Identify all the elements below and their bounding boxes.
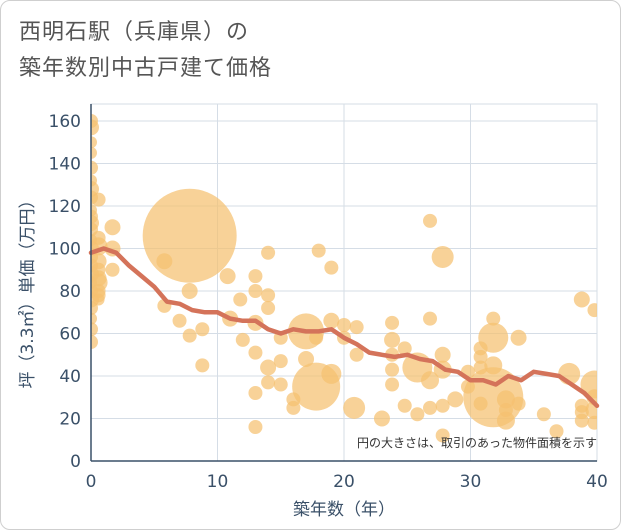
data-point-bubble: [337, 318, 351, 332]
data-point-bubble: [248, 386, 263, 400]
x-tick-label: 40: [586, 472, 608, 492]
data-point-bubble: [105, 262, 120, 277]
data-point-bubble: [410, 407, 425, 422]
data-point-bubble: [587, 303, 597, 318]
x-tick-label: 10: [207, 472, 229, 492]
data-point-bubble: [248, 269, 263, 284]
data-point-bubble: [473, 349, 488, 364]
data-point-bubble: [447, 391, 464, 408]
y-tick-label: 120: [49, 197, 81, 217]
data-point-bubble: [248, 284, 263, 298]
data-point-bubble: [235, 332, 250, 347]
data-point-bubble: [511, 396, 526, 411]
y-tick-label: 60: [59, 325, 81, 345]
data-point-bubble: [91, 322, 98, 337]
title-line-2: 築年数別中古戸建て価格: [19, 56, 273, 81]
data-point-bubble: [587, 415, 597, 430]
data-point-bubble: [385, 315, 400, 330]
data-point-bubble: [248, 345, 263, 360]
data-point-bubble: [435, 398, 450, 413]
data-point-bubble: [397, 398, 412, 413]
x-tick-label: 20: [333, 472, 355, 492]
data-point-bubble: [349, 320, 364, 335]
data-point-bubble: [286, 400, 301, 415]
data-point-bubble: [261, 375, 276, 390]
data-point-bubble: [219, 268, 236, 285]
y-tick-label: 0: [70, 452, 81, 472]
data-point-bubble: [182, 328, 197, 343]
data-point-bubble: [261, 288, 276, 303]
data-point-bubble: [260, 359, 277, 376]
data-point-bubble: [273, 354, 288, 369]
data-point-bubble: [91, 335, 98, 349]
x-tick-label: 30: [460, 472, 482, 492]
data-point-bubble: [478, 322, 509, 353]
y-tick-label: 140: [49, 155, 81, 175]
data-point-bubble: [172, 313, 187, 328]
y-tick-label: 40: [59, 367, 81, 387]
axes: 0 20 40 60 80 100 120 140 160 0 10 20 30 40: [49, 104, 608, 492]
data-point-bubble: [261, 245, 276, 260]
y-axis-title: 坪（3.3㎡）単価（万円）: [18, 191, 38, 388]
data-point-bubble: [434, 346, 451, 363]
data-point-bubble: [384, 331, 401, 348]
data-point-bubble: [510, 329, 527, 346]
data-bubbles: [91, 114, 597, 443]
data-point-bubble: [248, 420, 263, 434]
trend-line-group: [88, 246, 600, 409]
data-point-bubble: [385, 377, 400, 392]
data-point-bubble: [435, 428, 450, 443]
data-point-bubble: [431, 246, 454, 268]
data-point-bubble: [486, 311, 501, 326]
data-point-bubble: [273, 377, 288, 392]
data-point-bubble: [91, 160, 98, 175]
data-point-bubble: [309, 330, 324, 345]
data-point-bubble: [423, 311, 438, 326]
x-tick-label: 0: [86, 472, 97, 492]
data-point-bubble: [233, 292, 248, 307]
bubble-size-note: 円の大きさは、取引のあった物件面積を示す: [357, 435, 597, 450]
data-point-bubble: [195, 358, 210, 373]
data-point-bubble: [92, 293, 105, 306]
data-point-bubble: [423, 400, 438, 415]
data-point-bubble: [343, 396, 366, 419]
data-point-bubble: [373, 410, 390, 427]
y-tick-label: 160: [49, 112, 81, 132]
data-point-bubble: [91, 192, 106, 207]
data-point-bubble: [91, 146, 97, 159]
data-point-bubble: [142, 188, 237, 283]
data-point-bubble: [321, 363, 342, 384]
data-point-bubble: [323, 312, 340, 329]
data-point-bubble: [397, 341, 412, 356]
data-point-bubble: [91, 136, 97, 149]
data-point-bubble: [496, 411, 515, 430]
data-point-bubble: [91, 312, 97, 325]
data-point-bubble: [261, 301, 276, 315]
data-point-bubble: [324, 260, 339, 275]
y-tick-label: 80: [59, 282, 81, 302]
data-point-bubble: [298, 351, 315, 367]
data-point-bubble: [574, 413, 589, 428]
y-tick-label: 100: [49, 240, 81, 260]
data-point-bubble: [349, 347, 364, 362]
data-point-bubble: [549, 424, 564, 439]
data-point-bubble: [104, 219, 121, 236]
data-point-bubble: [423, 213, 438, 228]
x-axis-title: 築年数（年）: [293, 500, 395, 520]
data-point-bubble: [181, 283, 198, 299]
chart-title: 西明石駅（兵庫県）の 築年数別中古戸建て価格: [19, 15, 272, 87]
data-point-bubble: [421, 371, 440, 390]
data-point-bubble: [536, 407, 551, 422]
data-point-bubble: [195, 322, 210, 337]
average-price-line: [88, 246, 600, 409]
y-tick-label: 20: [59, 410, 81, 430]
data-point-bubble: [311, 243, 326, 258]
data-point-bubble: [573, 291, 590, 308]
data-point-bubble: [385, 362, 400, 377]
data-point-bubble: [91, 119, 99, 136]
title-line-1: 西明石駅（兵庫県）の: [19, 20, 250, 45]
data-point-bubble: [496, 390, 515, 409]
